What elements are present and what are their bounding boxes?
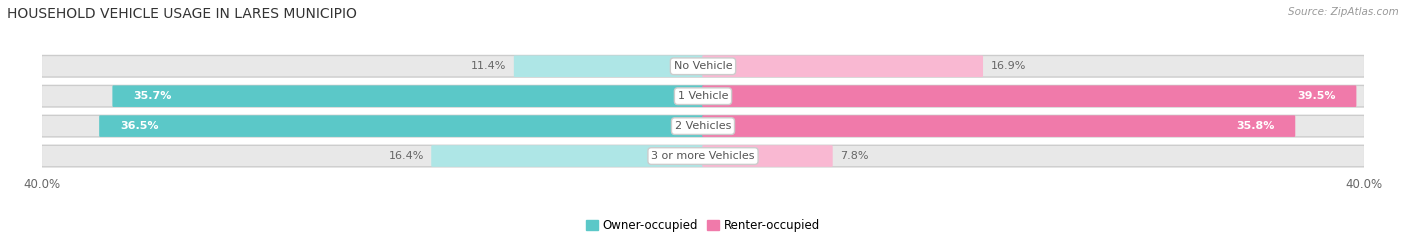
Text: Source: ZipAtlas.com: Source: ZipAtlas.com — [1288, 7, 1399, 17]
Text: 16.4%: 16.4% — [388, 151, 423, 161]
FancyBboxPatch shape — [41, 145, 1365, 167]
FancyBboxPatch shape — [702, 55, 983, 77]
FancyBboxPatch shape — [702, 85, 1357, 107]
FancyBboxPatch shape — [41, 55, 1365, 77]
FancyBboxPatch shape — [100, 115, 704, 137]
FancyBboxPatch shape — [112, 85, 704, 107]
Text: 35.8%: 35.8% — [1236, 121, 1275, 131]
Text: 35.7%: 35.7% — [134, 91, 172, 101]
FancyBboxPatch shape — [432, 145, 704, 167]
Legend: Owner-occupied, Renter-occupied: Owner-occupied, Renter-occupied — [581, 214, 825, 234]
FancyBboxPatch shape — [41, 85, 1365, 107]
Text: 16.9%: 16.9% — [990, 61, 1026, 71]
Text: 3 or more Vehicles: 3 or more Vehicles — [651, 151, 755, 161]
FancyBboxPatch shape — [702, 115, 1295, 137]
Text: HOUSEHOLD VEHICLE USAGE IN LARES MUNICIPIO: HOUSEHOLD VEHICLE USAGE IN LARES MUNICIP… — [7, 7, 357, 21]
Text: 2 Vehicles: 2 Vehicles — [675, 121, 731, 131]
Text: No Vehicle: No Vehicle — [673, 61, 733, 71]
FancyBboxPatch shape — [702, 145, 832, 167]
Text: 36.5%: 36.5% — [120, 121, 159, 131]
Text: 39.5%: 39.5% — [1298, 91, 1336, 101]
Text: 11.4%: 11.4% — [471, 61, 506, 71]
Text: 7.8%: 7.8% — [841, 151, 869, 161]
FancyBboxPatch shape — [41, 115, 1365, 137]
FancyBboxPatch shape — [513, 55, 704, 77]
Text: 1 Vehicle: 1 Vehicle — [678, 91, 728, 101]
